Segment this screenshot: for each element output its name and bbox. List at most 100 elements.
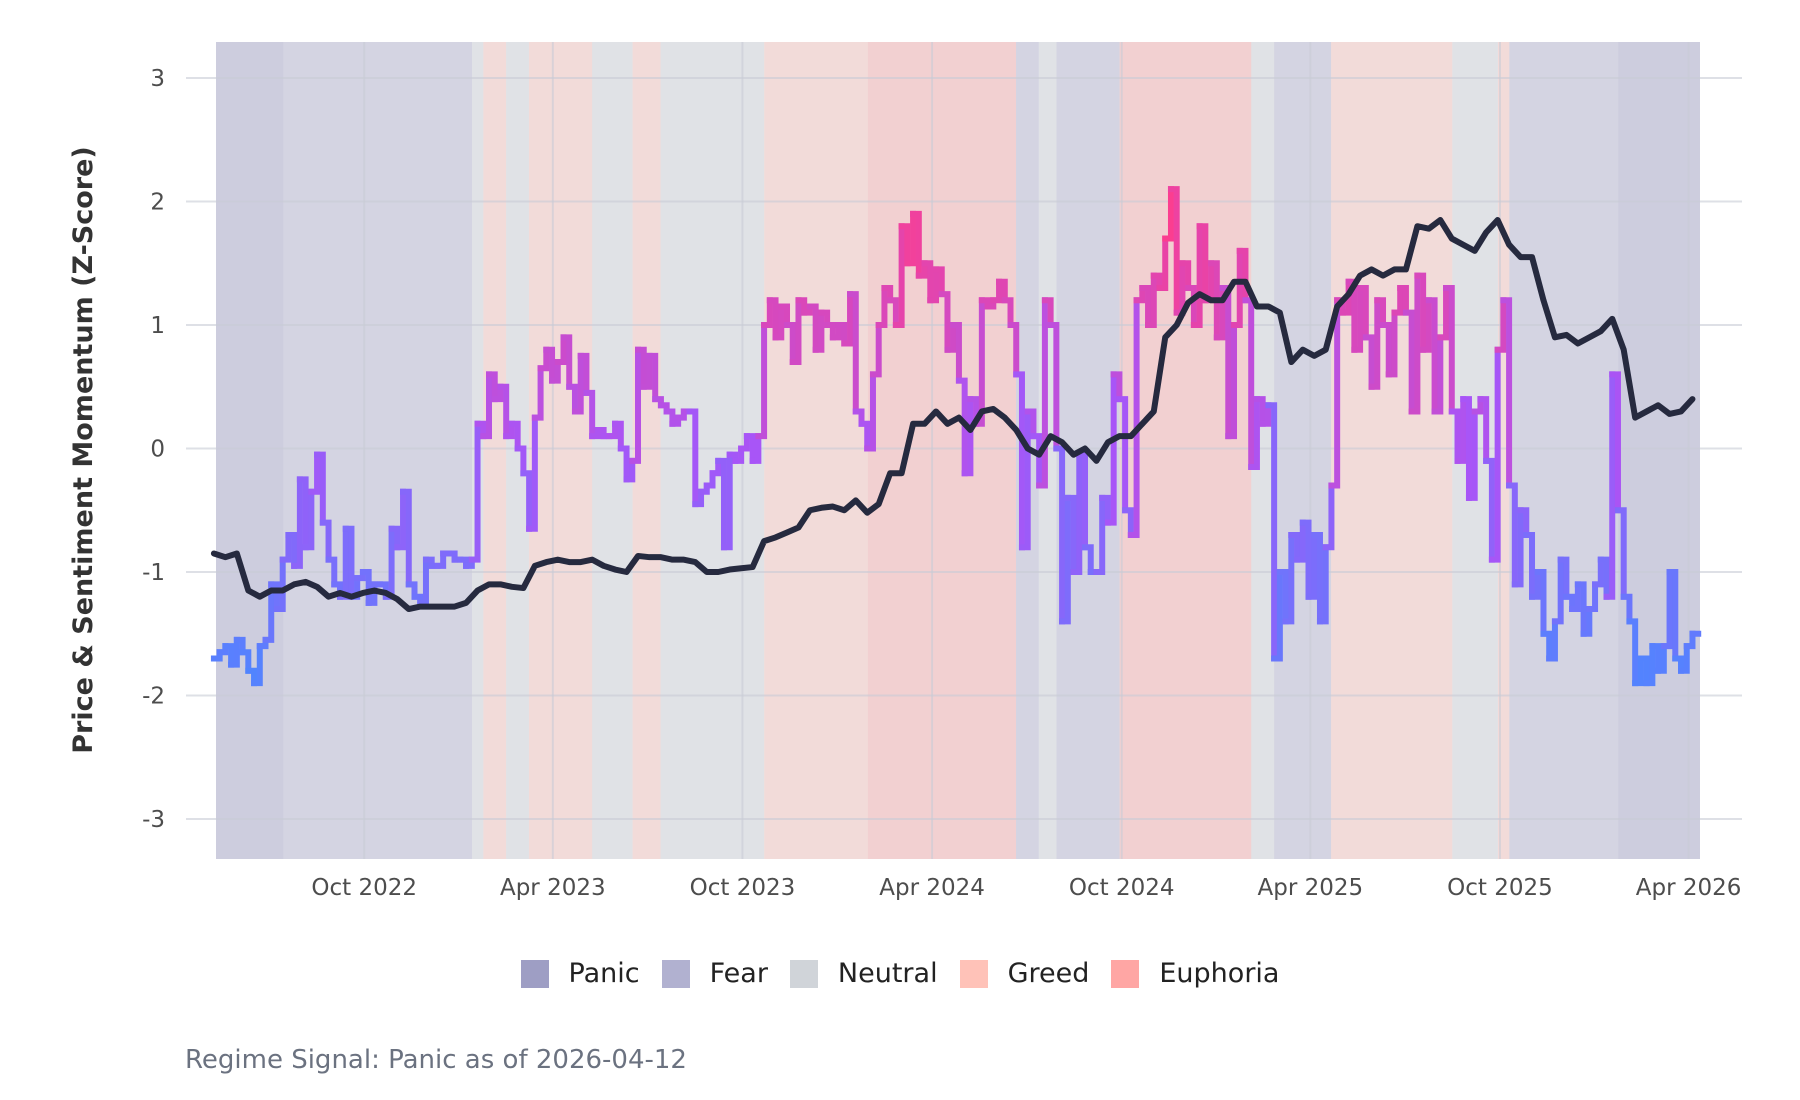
regime-band-fear: [1509, 42, 1619, 859]
sentiment-line-segment: [531, 365, 544, 421]
sentiment-line-segment: [388, 525, 401, 551]
sentiment-line-segment: [629, 346, 642, 464]
sentiment-line-segment: [1368, 297, 1381, 390]
sentiment-line-segment: [623, 457, 636, 483]
sentiment-line-segment: [1357, 284, 1369, 341]
regime-band-fear: [1274, 42, 1332, 859]
sentiment-line-segment: [961, 396, 974, 477]
sentiment-line-segment: [1013, 371, 1025, 551]
sentiment-line-segment: [824, 322, 836, 341]
sentiment-line-segment: [571, 352, 584, 415]
sentiment-line-segment: [612, 420, 624, 452]
sentiment-line-segment: [795, 297, 808, 316]
sentiment-line-segment: [308, 451, 321, 495]
sentiment-line-segment: [285, 531, 298, 569]
sentiment-line-segment: [1391, 284, 1404, 316]
price-line: [210, 217, 1696, 613]
sentiment-line-segment: [835, 322, 848, 347]
sentiment-line-segment: [1448, 408, 1461, 464]
sentiment-line-segment: [732, 445, 745, 464]
sentiment-line-segment: [663, 408, 676, 427]
y-tick-label: 1: [150, 313, 165, 339]
sentiment-line-segment: [262, 581, 275, 643]
sentiment-line-segment: [1666, 569, 1679, 662]
sentiment-line-segment: [812, 309, 825, 353]
sentiment-line-segment: [1420, 297, 1432, 353]
sentiment-line-segment: [1580, 606, 1593, 637]
sentiment-line-segment: [291, 476, 303, 569]
sentiment-line-segment: [1643, 643, 1656, 687]
sentiment-line-segment: [1001, 297, 1014, 328]
sentiment-line-segment: [296, 476, 309, 551]
sentiment-line-segment: [1294, 519, 1306, 563]
sentiment-line-segment: [606, 420, 619, 440]
sentiment-line-segment: [766, 297, 779, 341]
sentiment-line-segment: [1402, 309, 1415, 415]
sentiment-line-segment: [950, 322, 962, 384]
sentiment-line-segment: [1586, 581, 1599, 613]
plot-background: [216, 42, 1700, 859]
sentiment-line-segment: [881, 284, 894, 304]
sentiment-line-segment: [789, 297, 802, 366]
sentiment-line-segment: [520, 470, 533, 532]
sentiment-line-segment: [772, 303, 785, 341]
sentiment-line-segment: [325, 556, 338, 588]
regime-band-fear: [283, 42, 472, 859]
regime-band-greed: [1331, 42, 1453, 859]
regime-bands: [216, 42, 1700, 859]
sentiment-line-segment: [1196, 223, 1209, 304]
sentiment-line-segment: [1494, 297, 1507, 353]
legend-item-neutral: Neutral: [789, 958, 938, 989]
sentiment-line-segment: [1597, 556, 1610, 600]
x-tick-label: Oct 2022: [311, 875, 417, 901]
regime-signal-caption: Regime Signal: Panic as of 2026-04-12: [185, 1045, 687, 1075]
sentiment-line-segment: [434, 550, 447, 569]
sentiment-line-segment: [818, 309, 831, 328]
sentiment-line-segment: [1276, 569, 1289, 625]
sentiment-line-segment: [583, 389, 596, 440]
x-tick-label: Apr 2025: [1258, 875, 1364, 901]
sentiment-line-segment: [938, 291, 951, 353]
sentiment-line-segment: [1316, 544, 1329, 625]
sentiment-line-segment: [1672, 655, 1685, 674]
sentiment-line-segment: [944, 322, 957, 353]
sentiment-line-segment: [1557, 556, 1570, 600]
sentiment-line-segment: [1167, 186, 1180, 316]
regime-band-panic: [216, 42, 284, 859]
sentiment-line-segment: [1225, 322, 1238, 440]
sentiment-line-segment: [1465, 408, 1478, 501]
y-tick-label: 2: [150, 190, 165, 216]
sentiment-line-segment: [1328, 297, 1341, 489]
y-tick-label: -2: [142, 684, 165, 710]
sentiment-line-segment: [1145, 272, 1157, 328]
sentiment-line-segment: [1041, 297, 1054, 328]
x-tick-label: Apr 2023: [500, 875, 606, 901]
sentiment-line-segment: [1380, 322, 1392, 378]
regime-band-greed: [528, 42, 593, 859]
y-axis-title: Price & Sentiment Momentum (Z-Score): [68, 146, 99, 754]
sentiment-line-segment: [738, 433, 750, 452]
sentiment-line-segment: [1614, 507, 1627, 600]
sentiment-line-segment: [1632, 655, 1644, 687]
sentiment-line-segment: [1059, 494, 1071, 625]
sentiment-line-segment: [486, 371, 498, 403]
sentiment-line-segment: [1116, 396, 1129, 514]
sentiment-line-segment: [1592, 556, 1604, 588]
sentiment-line-segment: [474, 420, 487, 440]
sentiment-line-segment: [864, 371, 876, 452]
sentiment-line-segment: [405, 581, 418, 600]
sentiment-line-segment: [1093, 494, 1106, 575]
sentiment-line-segment: [228, 636, 240, 668]
sentiment-line-segment: [1150, 272, 1163, 291]
regime-band-euphoria: [867, 42, 1017, 859]
sentiment-line-segment: [1024, 408, 1037, 440]
sentiment-line-segment: [394, 488, 407, 551]
sentiment-line-segment: [1609, 371, 1621, 514]
legend-label: Panic: [568, 958, 640, 989]
sentiment-line-segment: [1443, 284, 1455, 415]
sentiment-line-segment: [1036, 297, 1048, 489]
regime-band-greed: [483, 42, 507, 859]
sentiment-line-segment: [491, 383, 504, 403]
sentiment-line-segment: [554, 334, 567, 366]
